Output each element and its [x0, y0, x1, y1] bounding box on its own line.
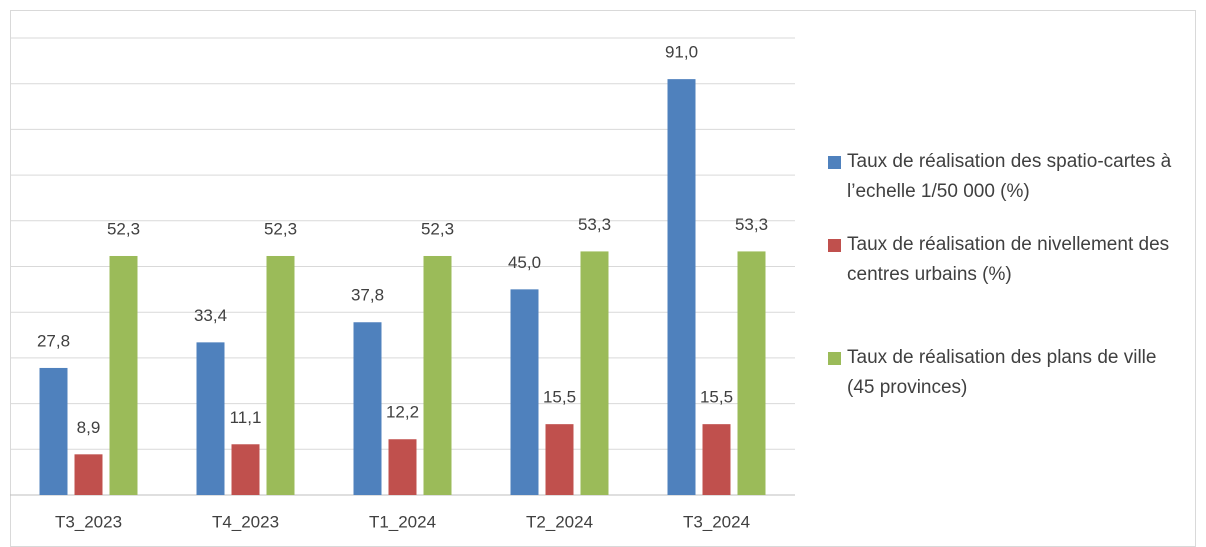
data-label: 37,8	[351, 286, 384, 305]
bar	[231, 444, 260, 495]
data-label: 91,0	[665, 43, 698, 62]
legend-swatch	[828, 352, 841, 365]
bar	[353, 322, 382, 495]
legend-label: Taux de réalisation de nivellement des c…	[847, 234, 1170, 285]
bar	[702, 424, 731, 495]
bar	[545, 424, 574, 495]
bar	[39, 367, 68, 495]
data-label: 12,2	[386, 403, 419, 422]
x-tick-label: T4_2023	[212, 512, 279, 531]
bar	[737, 251, 766, 495]
bar	[388, 439, 417, 495]
bar	[109, 255, 138, 495]
x-tick-label: T3_2023	[55, 512, 122, 531]
x-tick-label: T2_2024	[526, 512, 593, 531]
legend-swatch	[828, 239, 841, 252]
data-label: 52,3	[264, 219, 297, 238]
data-label: 27,8	[37, 331, 70, 350]
bar	[196, 342, 225, 495]
x-tick-label: T1_2024	[369, 512, 436, 531]
data-label: 53,3	[578, 215, 611, 234]
bar	[74, 454, 103, 495]
legend-entry: Taux de réalisation de nivellement des c…	[828, 230, 1188, 290]
data-label: 53,3	[735, 215, 768, 234]
data-label: 33,4	[194, 306, 227, 325]
bar	[510, 289, 539, 495]
x-tick-label: T3_2024	[683, 512, 750, 531]
bar	[667, 79, 696, 495]
data-label: 45,0	[508, 253, 541, 272]
data-label: 15,5	[543, 388, 576, 407]
data-label: 11,1	[230, 408, 262, 427]
data-label: 52,3	[421, 219, 454, 238]
data-label: 52,3	[107, 219, 140, 238]
bar	[423, 255, 452, 495]
legend-label: Taux de réalisation des spatio-cartes à …	[847, 151, 1172, 202]
legend-entry: Taux de réalisation des plans de ville (…	[828, 343, 1188, 403]
legend-entry: Taux de réalisation des spatio-cartes à …	[828, 147, 1188, 207]
bar	[580, 251, 609, 495]
data-label: 15,5	[700, 388, 733, 407]
legend-label: Taux de réalisation des plans de ville (…	[847, 347, 1157, 398]
data-label: 8,9	[77, 418, 101, 437]
bar	[266, 255, 295, 495]
legend-swatch	[828, 156, 841, 169]
